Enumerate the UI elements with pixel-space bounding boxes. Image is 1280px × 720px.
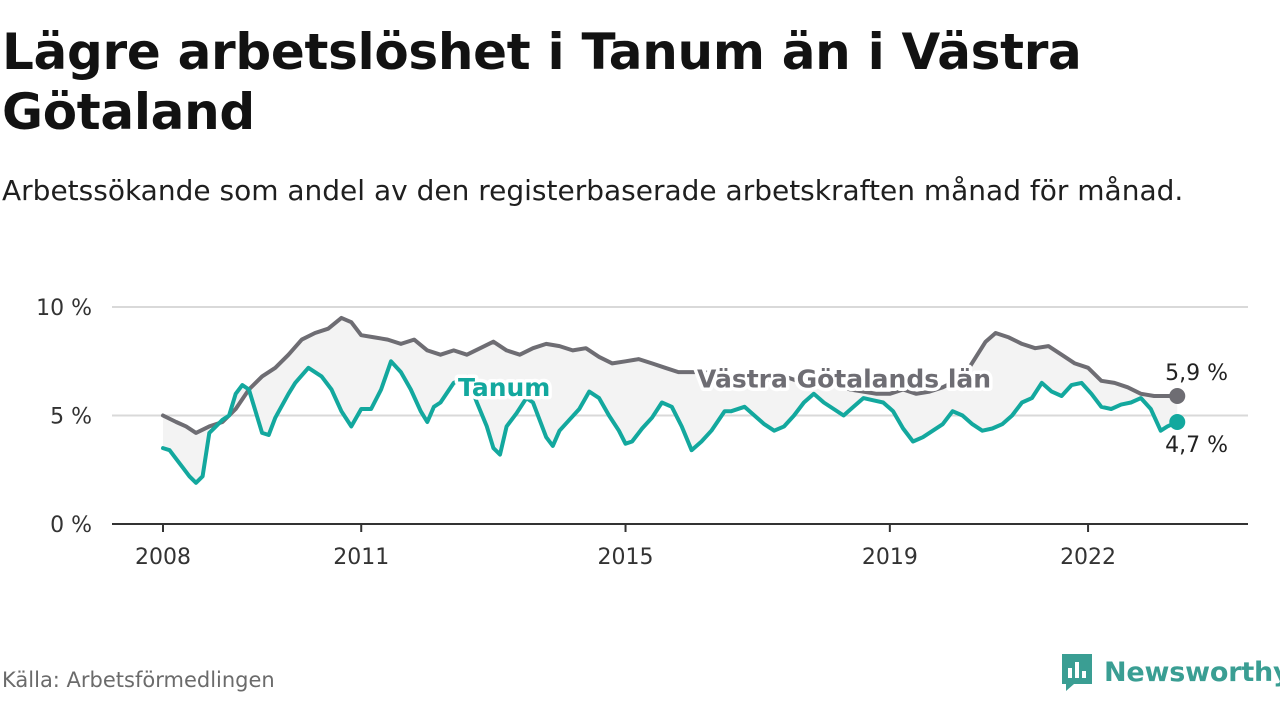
brand-name: Newsworthy [1104, 656, 1280, 688]
end-point-vastra-gotaland [1169, 387, 1186, 404]
x-tick-label: 2019 [862, 545, 918, 570]
series-line-vastra-gotaland [161, 315, 1180, 435]
x-tick-label: 2015 [598, 545, 654, 570]
x-tick-label: 2011 [333, 545, 389, 570]
series-label-vastra-gotaland: Västra Götalands län [697, 364, 991, 393]
y-tick-label: 10 % [36, 296, 92, 321]
y-tick-label: 0 % [50, 513, 92, 538]
source-note: Källa: Arbetsförmedlingen [2, 668, 275, 692]
bar-chart-speech-bubble-icon [1062, 654, 1092, 691]
end-label-tanum: 4,7 % [1165, 433, 1228, 458]
brand-logo: Newsworthy [1060, 652, 1280, 692]
end-label-vastra-gotaland: 5,9 % [1165, 361, 1228, 386]
end-point-tanum [1169, 414, 1186, 431]
gap-band [163, 317, 1178, 483]
y-tick-label: 5 % [50, 405, 92, 430]
series-label-tanum: Tanum [458, 373, 550, 402]
chart-subtitle: Arbetssökande som andel av den registerb… [2, 174, 1184, 207]
chart-title: Lägre arbetslöshet i Tanum än i Västra G… [2, 23, 1082, 141]
series-line-tanum [161, 359, 1180, 485]
x-tick-label: 2008 [135, 545, 191, 570]
x-tick-label: 2022 [1060, 545, 1116, 570]
